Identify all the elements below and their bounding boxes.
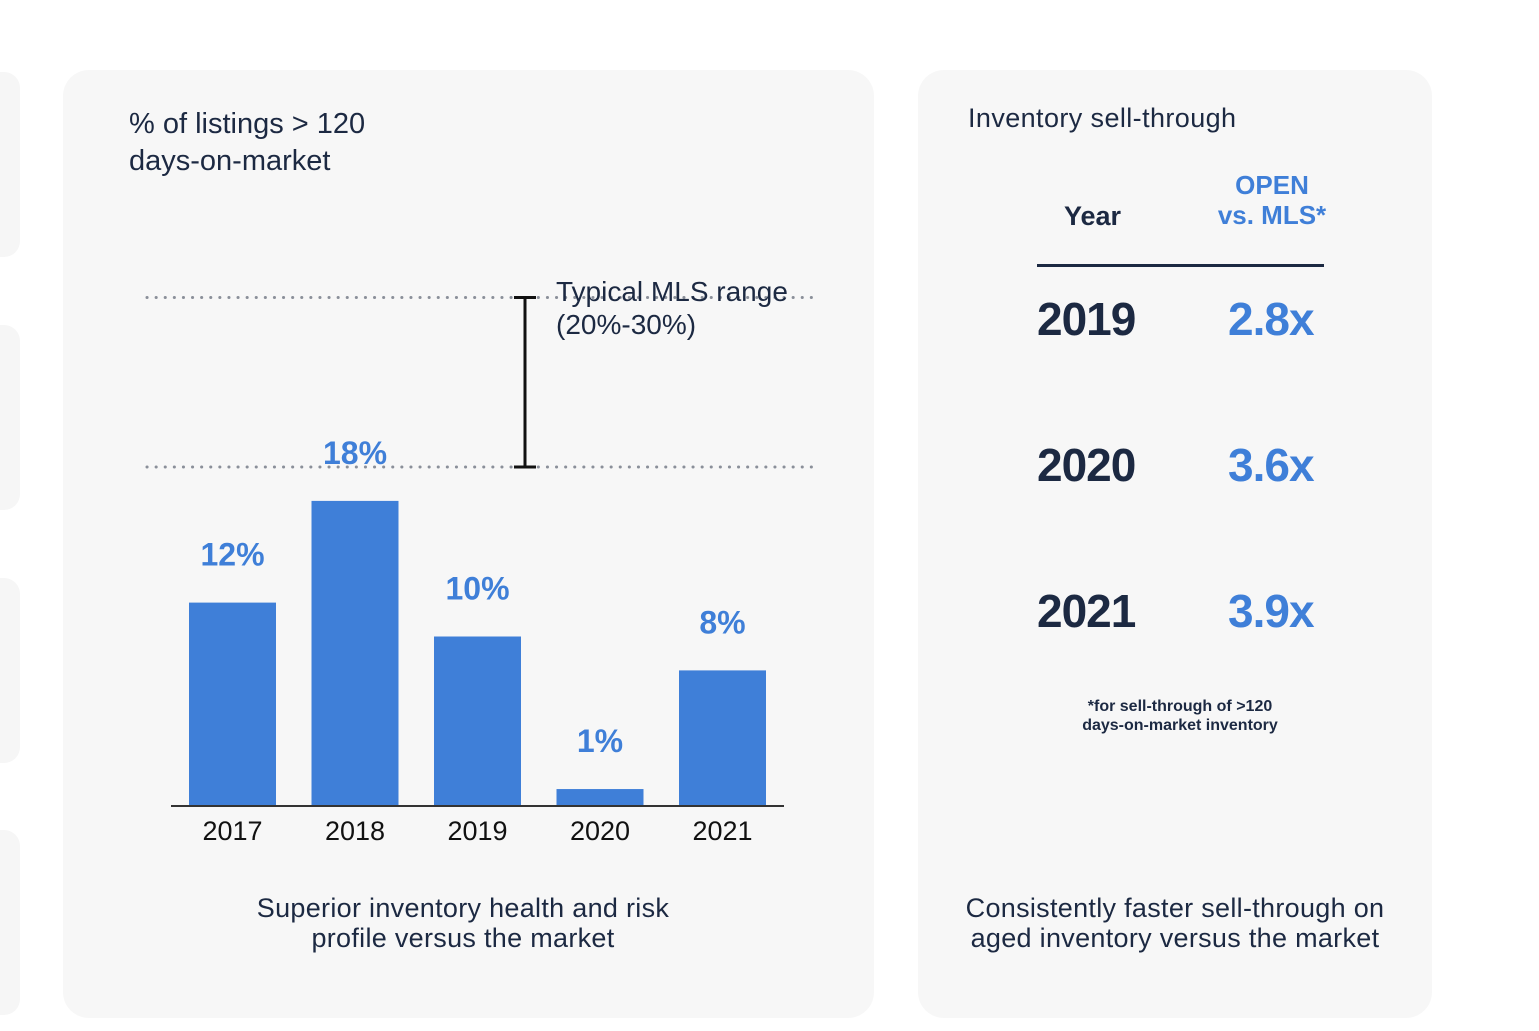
- table-header-open-line-2: vs. MLS*: [1217, 200, 1327, 230]
- edge-card-3: [0, 578, 20, 763]
- mls-range-label-line-2: (20%-30%): [556, 309, 697, 340]
- table-header-year: Year: [1064, 201, 1122, 231]
- bar-2017: [189, 602, 276, 806]
- table-header-open-line-1: OPEN: [1235, 170, 1309, 200]
- bar-value-label: 12%: [200, 537, 264, 573]
- chart-caption: Superior inventory health and risk profi…: [163, 893, 763, 953]
- chart-title-line-1: % of listings > 120: [129, 108, 366, 140]
- edge-card-1: [0, 72, 20, 257]
- chart-title-line-2: days-on-market: [129, 145, 331, 177]
- table-caption: Consistently faster sell-through on aged…: [918, 893, 1432, 953]
- edge-card-4: [0, 830, 20, 1015]
- listings-chart-card: % of listings > 120 days-on-market 12% 20…: [63, 70, 874, 1018]
- mls-range-label-line-1: Typical MLS range: [556, 276, 788, 307]
- bar-chart: 12% 2017 18% 2018 10% 2019 1% 2020 8% 2021: [145, 296, 817, 846]
- table-title: Inventory sell-through: [968, 103, 1237, 133]
- bar-2018: [311, 500, 399, 806]
- bar-2019: [434, 636, 521, 806]
- table-caption-line-2: aged inventory versus the market: [970, 923, 1380, 953]
- chart-caption-line-2: profile versus the market: [311, 923, 615, 953]
- edge-card-2: [0, 325, 20, 510]
- table-footnote: *for sell-through of >120 days-on-market…: [1018, 697, 1342, 735]
- bar-2021: [679, 670, 766, 806]
- table-footnote-line-1: *for sell-through of >120: [1087, 698, 1273, 715]
- mls-range-label: Typical MLS range (20%-30%): [556, 275, 788, 341]
- x-tick-label: 2019: [447, 816, 507, 846]
- chart-caption-line-1: Superior inventory health and risk: [256, 893, 670, 923]
- x-tick-label: 2020: [570, 816, 630, 846]
- table-row-year: 2020: [1037, 439, 1136, 491]
- x-tick-label: 2018: [325, 816, 385, 846]
- chart-title: % of listings > 120 days-on-market: [129, 106, 365, 180]
- bar-2020: [556, 789, 644, 806]
- bar-value-label: 18%: [323, 435, 387, 471]
- bar-value-label: 10%: [445, 571, 509, 607]
- table-row-value: 2.8x: [1228, 293, 1315, 345]
- table-header-open-vs-mls: OPEN vs. MLS*: [1198, 170, 1346, 230]
- x-tick-label: 2021: [692, 816, 752, 846]
- sell-through-card: Inventory sell-through Year OPEN vs. MLS…: [918, 70, 1432, 1018]
- table-row-value: 3.6x: [1228, 439, 1315, 491]
- bar-value-label: 8%: [699, 604, 745, 640]
- table-header-divider: [1037, 264, 1324, 267]
- x-tick-label: 2017: [202, 816, 262, 846]
- table-footnote-line-2: days-on-market inventory: [1082, 717, 1278, 734]
- bar-value-label: 1%: [577, 723, 623, 759]
- table-row-year: 2021: [1037, 585, 1136, 637]
- table-caption-line-1: Consistently faster sell-through on: [965, 893, 1385, 923]
- table-row-value: 3.9x: [1228, 585, 1315, 637]
- table-row-year: 2019: [1037, 293, 1136, 345]
